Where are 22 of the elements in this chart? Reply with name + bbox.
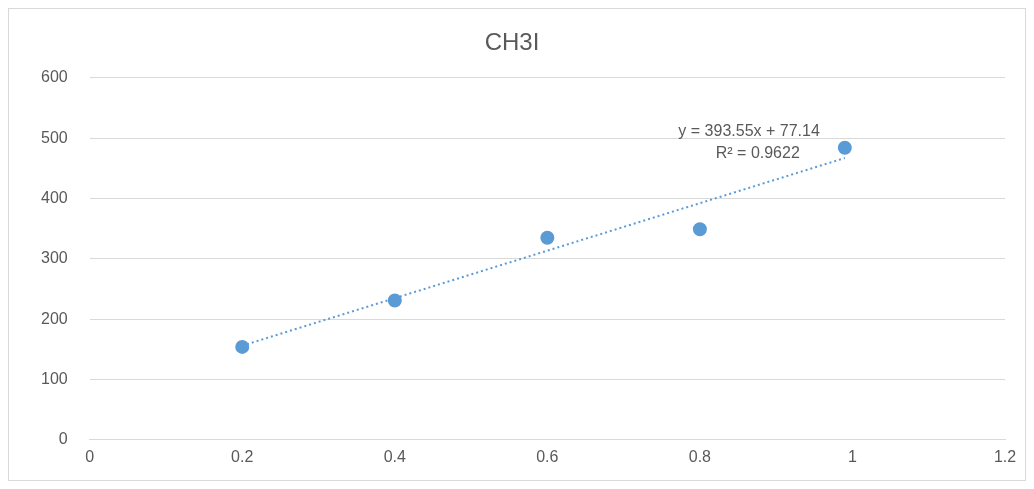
point [837, 140, 852, 155]
annotation: y = 393.55x + 77.14 [678, 122, 820, 140]
y-tick-label: 300 [40, 249, 68, 267]
y-tick-label: 0 [58, 430, 68, 448]
x-tick-label: 1.2 [993, 447, 1017, 465]
x-tick-label: 0.6 [536, 447, 559, 465]
point [387, 293, 402, 308]
x-tick-label: 0.8 [688, 447, 712, 465]
annotation: R² = 0.9622 [715, 144, 800, 162]
chart-title: CH3I [484, 28, 540, 56]
x-tick-label: 0 [85, 447, 95, 465]
point [540, 230, 555, 245]
x-tick-label: 0.2 [231, 447, 254, 465]
point [235, 339, 250, 354]
y-tick-label: 100 [40, 369, 68, 387]
point [692, 222, 707, 237]
y-tick-label: 500 [40, 128, 68, 146]
y-tick-label: 400 [40, 188, 68, 206]
x-tick-label: 1 [848, 447, 857, 465]
y-tick-label: 600 [40, 68, 68, 86]
y-tick-label: 200 [40, 309, 68, 327]
x-tick-label: 0.4 [383, 447, 407, 465]
